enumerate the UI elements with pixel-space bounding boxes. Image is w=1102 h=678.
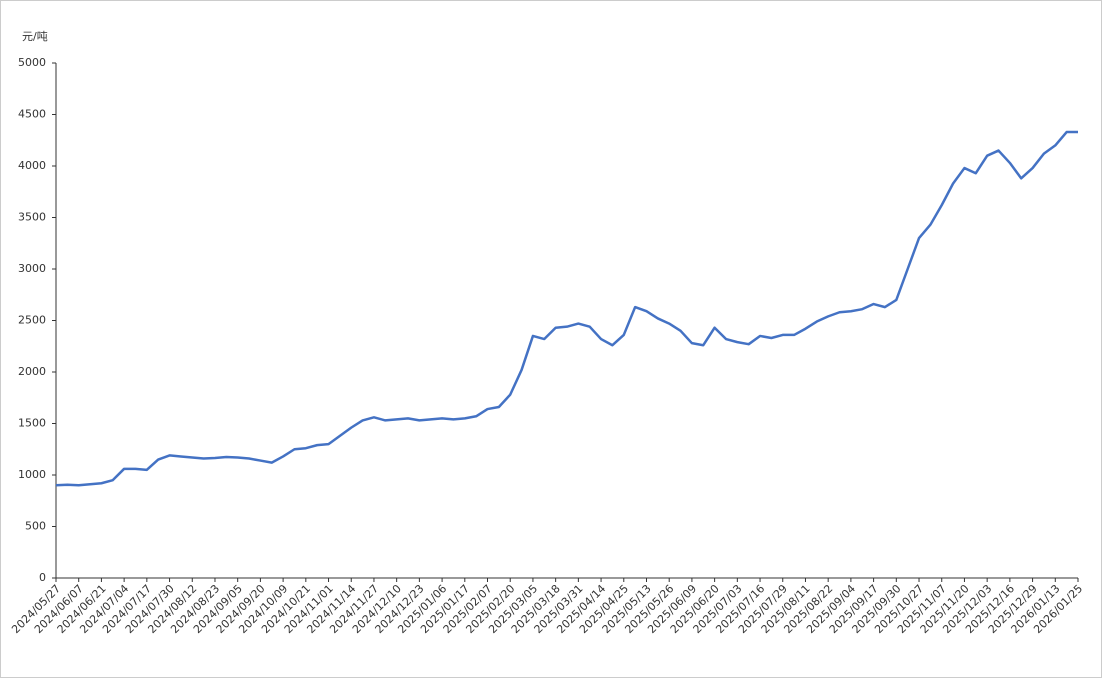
y-tick-label: 3000 — [18, 262, 46, 275]
y-tick-label: 3500 — [18, 211, 46, 224]
y-tick-label: 0 — [39, 571, 46, 584]
data-line — [55, 130, 1078, 487]
y-tick-label: 5000 — [18, 56, 46, 69]
y-tick-label: 2500 — [18, 314, 46, 327]
y-tick-label: 4500 — [18, 108, 46, 121]
y-tick-label: 2000 — [18, 365, 46, 378]
y-tick-label: 1500 — [18, 417, 46, 430]
y-tick-label: 1000 — [18, 468, 46, 481]
y-axis-unit: 元/吨 — [22, 30, 48, 43]
y-tick-label: 500 — [25, 520, 46, 533]
y-tick-label: 4000 — [18, 159, 46, 172]
